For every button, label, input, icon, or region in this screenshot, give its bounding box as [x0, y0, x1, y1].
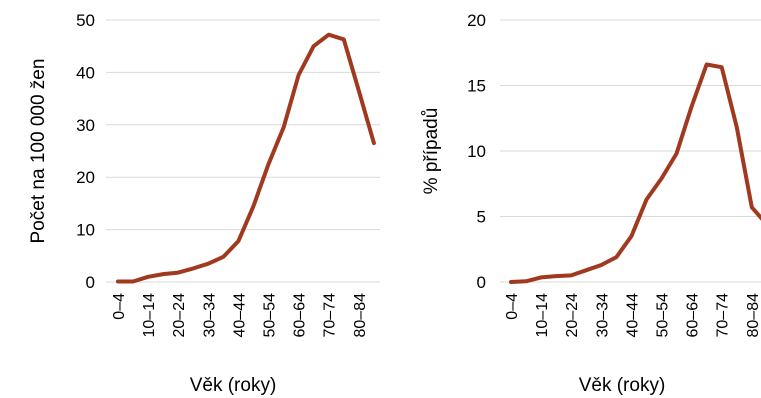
- y-axis-label-left: Počet na 100 000 žen: [28, 59, 49, 244]
- x-tick-label: 80–84: [352, 293, 369, 338]
- y-tick-label: 50: [76, 11, 95, 30]
- x-tick-label: 50–54: [655, 293, 672, 338]
- x-tick-label: 10–14: [141, 293, 158, 338]
- y-tick-label: 5: [477, 208, 486, 227]
- x-tick-label: 40–44: [624, 293, 641, 338]
- x-tick-label: 20–24: [564, 293, 581, 338]
- x-tick-label: 60–64: [685, 293, 702, 338]
- series-line: [509, 62, 761, 284]
- y-tick-label: 0: [86, 273, 95, 292]
- series-line: [116, 32, 376, 284]
- x-tick-label: 0–4: [111, 293, 128, 320]
- x-tick-label: 10–14: [534, 293, 551, 338]
- y-tick-label: 40: [76, 63, 95, 82]
- x-ticks-left: 0–4 10–14 20–24 30–34 40–44 50–54 60–64 70–74 80…: [111, 293, 369, 338]
- y-tick-label: 10: [76, 221, 95, 240]
- x-tick-label: 20–24: [171, 293, 188, 338]
- x-tick-label: 60–64: [292, 293, 309, 338]
- grid-left: [106, 19, 380, 283]
- series-left: [116, 32, 376, 284]
- y-tick-label: 30: [76, 116, 95, 135]
- x-axis-label-right: Věk (roky): [579, 375, 666, 396]
- x-tick-label: 30–34: [594, 293, 611, 338]
- y-tick-label: 20: [467, 11, 486, 30]
- grid-right: [500, 19, 761, 283]
- chart-right: 0 5 10 15 20 0–4 10–14 20–24 30–34 40–44 50–54 60–…: [421, 11, 761, 396]
- y-tick-label: 15: [467, 77, 486, 96]
- x-tick-label: 80–84: [745, 293, 761, 338]
- x-tick-label: 70–74: [322, 293, 339, 338]
- x-ticks-right: 0–4 10–14 20–24 30–34 40–44 50–54 60–64 70–74 80…: [504, 293, 761, 338]
- chart-left: 0 10 20 30 40 50 0–4 10–14 20–24 30–34 40–44 50–54…: [28, 11, 380, 396]
- y-ticks-right: 0 5 10 15 20: [467, 11, 486, 292]
- y-tick-label: 0: [477, 273, 486, 292]
- x-tick-label: 40–44: [231, 293, 248, 338]
- y-axis-label-right: % případů: [421, 108, 442, 195]
- x-tick-label: 30–34: [201, 293, 218, 338]
- x-tick-label: 0–4: [504, 293, 521, 320]
- y-ticks-left: 0 10 20 30 40 50: [76, 11, 95, 292]
- x-axis-label-left: Věk (roky): [190, 375, 277, 396]
- x-tick-label: 70–74: [715, 293, 732, 338]
- y-tick-label: 20: [76, 168, 95, 187]
- x-tick-label: 50–54: [262, 293, 279, 338]
- series-right: [509, 62, 761, 284]
- y-tick-label: 10: [467, 142, 486, 161]
